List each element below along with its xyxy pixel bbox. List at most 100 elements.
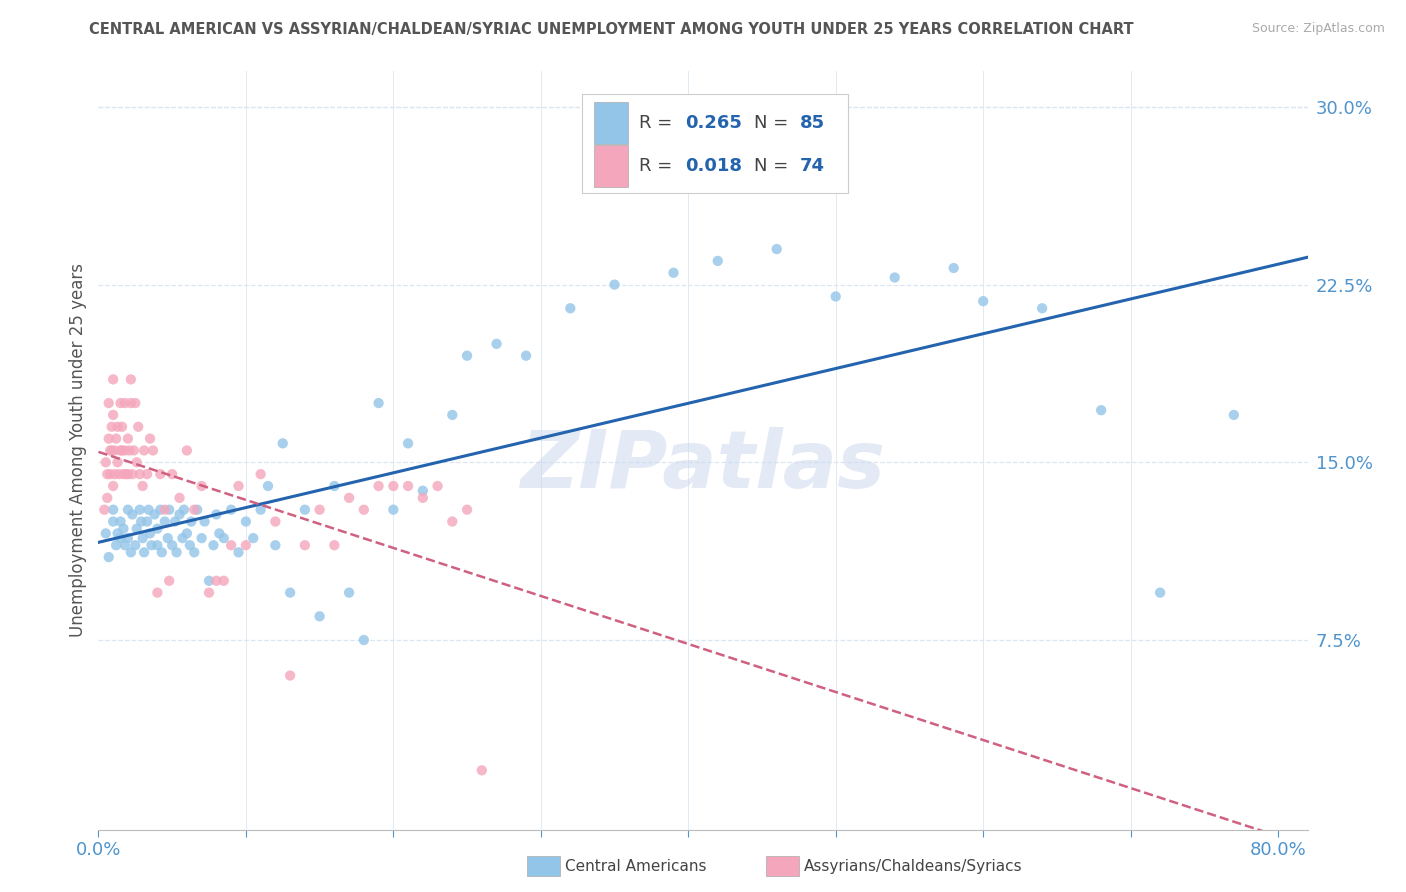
Point	[131, 479, 153, 493]
Point	[198, 574, 221, 588]
Point	[125, 522, 148, 536]
Point	[101, 372, 124, 386]
Point	[706, 254, 728, 268]
Point	[183, 545, 205, 559]
Point	[942, 260, 965, 275]
Point	[257, 479, 280, 493]
Point	[134, 443, 156, 458]
Point	[101, 408, 124, 422]
Point	[93, 502, 115, 516]
Text: R =: R =	[638, 157, 678, 175]
Point	[1149, 585, 1171, 599]
Point	[169, 491, 191, 505]
Point	[129, 515, 152, 529]
Point	[441, 408, 464, 422]
Point	[824, 289, 846, 303]
Point	[120, 396, 142, 410]
Point	[128, 467, 150, 482]
Point	[515, 349, 537, 363]
Point	[202, 538, 225, 552]
Point	[97, 550, 120, 565]
Text: R =: R =	[638, 114, 678, 132]
Point	[142, 443, 165, 458]
Point	[120, 545, 142, 559]
Point	[249, 467, 271, 482]
Point	[111, 443, 134, 458]
Point	[765, 242, 787, 256]
Point	[117, 432, 139, 446]
FancyBboxPatch shape	[582, 95, 848, 193]
Point	[228, 545, 250, 559]
Point	[212, 574, 235, 588]
Point	[183, 502, 205, 516]
Point	[146, 538, 169, 552]
Point	[165, 515, 187, 529]
Point	[134, 545, 156, 559]
Point	[194, 515, 217, 529]
Point	[323, 479, 346, 493]
Point	[353, 633, 375, 648]
Point	[136, 467, 159, 482]
Point	[100, 419, 122, 434]
Point	[153, 502, 176, 516]
Point	[153, 515, 176, 529]
Point	[104, 467, 127, 482]
Point	[131, 531, 153, 545]
Point	[603, 277, 626, 292]
Point	[114, 538, 136, 552]
Point	[228, 479, 250, 493]
Point	[160, 467, 183, 482]
Point	[353, 502, 375, 516]
Point	[150, 545, 173, 559]
Point	[141, 538, 163, 552]
Point	[337, 585, 360, 599]
Point	[662, 266, 685, 280]
Point	[110, 531, 132, 545]
Point	[278, 668, 301, 682]
Point	[173, 502, 195, 516]
Point	[323, 538, 346, 552]
Point	[115, 467, 138, 482]
Point	[186, 502, 208, 516]
Point	[456, 349, 478, 363]
Point	[97, 396, 120, 410]
Point	[166, 545, 188, 559]
Point	[382, 479, 405, 493]
Point	[101, 515, 124, 529]
Point	[294, 502, 316, 516]
Point	[94, 526, 117, 541]
Point	[308, 502, 330, 516]
Point	[172, 531, 194, 545]
Point	[117, 467, 139, 482]
Point	[105, 538, 128, 552]
Point	[121, 508, 143, 522]
Text: 85: 85	[800, 114, 825, 132]
Point	[101, 479, 124, 493]
Point	[156, 531, 179, 545]
Point	[96, 467, 118, 482]
Point	[101, 502, 124, 516]
Point	[235, 538, 257, 552]
Point	[198, 585, 221, 599]
Point	[426, 479, 449, 493]
FancyBboxPatch shape	[595, 145, 628, 187]
Point	[122, 443, 145, 458]
Point	[146, 522, 169, 536]
Point	[278, 585, 301, 599]
Point	[1031, 301, 1053, 316]
Point	[117, 531, 139, 545]
Point	[136, 515, 159, 529]
Point	[98, 467, 121, 482]
Point	[412, 483, 434, 498]
Point	[100, 443, 122, 458]
Point	[190, 479, 212, 493]
Point	[105, 432, 128, 446]
Point	[149, 502, 172, 516]
Point	[149, 467, 172, 482]
Point	[1223, 408, 1246, 422]
Point	[110, 515, 132, 529]
Text: N =: N =	[754, 157, 794, 175]
Point	[212, 531, 235, 545]
Point	[139, 526, 162, 541]
Text: Assyrians/Chaldeans/Syriacs: Assyrians/Chaldeans/Syriacs	[804, 859, 1022, 873]
